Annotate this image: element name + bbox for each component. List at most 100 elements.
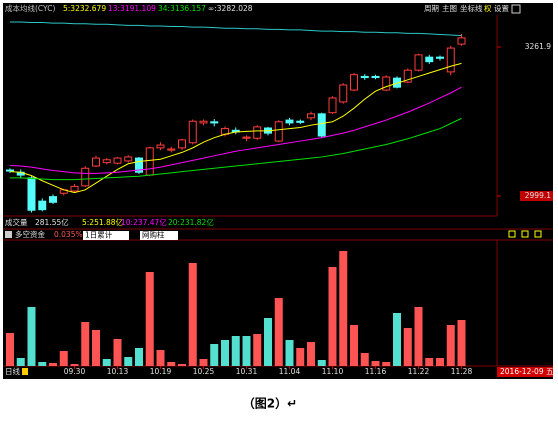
candle-body bbox=[360, 75, 369, 79]
volume-ma: 10:237.47亿 bbox=[121, 217, 167, 227]
x-tick-label: 10.13 bbox=[107, 367, 129, 376]
panel-button[interactable] bbox=[508, 230, 516, 238]
legend-entry: 13:3191.109 bbox=[108, 4, 156, 13]
candle-body bbox=[145, 147, 154, 176]
candle-body bbox=[135, 157, 143, 173]
bar bbox=[339, 251, 348, 366]
candle-body bbox=[253, 126, 262, 139]
bar bbox=[307, 342, 315, 366]
x-tick-label: 10.31 bbox=[236, 367, 258, 376]
candle-body bbox=[274, 121, 283, 142]
bar bbox=[393, 313, 401, 366]
bar bbox=[350, 325, 358, 366]
candle-body bbox=[328, 97, 337, 114]
candle-body bbox=[210, 121, 219, 124]
candle-body bbox=[38, 200, 47, 211]
x-tick-label: 11.10 bbox=[322, 367, 344, 376]
bar bbox=[124, 357, 133, 366]
bar bbox=[296, 348, 305, 366]
price-box bbox=[520, 191, 553, 202]
select-text[interactable]: 1日累计 bbox=[85, 230, 113, 240]
candle-body bbox=[167, 148, 176, 151]
legend-entry: 5:3232.679 bbox=[63, 4, 106, 13]
bar bbox=[92, 330, 100, 366]
candle-body bbox=[339, 84, 348, 103]
candle-body bbox=[199, 120, 208, 124]
date-label: 2016-12-09 五 bbox=[500, 367, 554, 376]
plot: 2999.1 3261.9 09.30 10.13 10.19 10.25 10.31 11.… bbox=[6, 21, 553, 376]
bar bbox=[27, 307, 36, 366]
candle-body bbox=[178, 139, 186, 149]
fund-pct: 0.035% bbox=[54, 230, 83, 239]
select[interactable] bbox=[140, 231, 178, 240]
bar bbox=[382, 362, 391, 366]
bar bbox=[371, 361, 380, 366]
bar bbox=[102, 359, 111, 366]
volume-total: 281.55亿 bbox=[35, 217, 69, 227]
candle-body bbox=[350, 74, 358, 91]
candle-body bbox=[156, 144, 165, 149]
candle-body bbox=[425, 56, 434, 63]
toolbar-item[interactable]: 周期 bbox=[424, 4, 439, 13]
candle-body bbox=[124, 156, 133, 162]
candle-body bbox=[307, 113, 315, 119]
bar bbox=[285, 340, 294, 366]
candle-body bbox=[92, 157, 100, 167]
panel-menu[interactable] bbox=[5, 231, 12, 238]
panel-title: 多空资金 bbox=[15, 229, 45, 239]
candle-body bbox=[296, 120, 305, 123]
volume-label: 成交量 bbox=[5, 217, 28, 227]
select-text[interactable]: 网购柱 bbox=[142, 230, 165, 240]
candle-body bbox=[317, 113, 326, 137]
candle-body bbox=[102, 159, 111, 164]
bar bbox=[178, 364, 186, 366]
x-tick-label: 11.28 bbox=[451, 367, 473, 376]
toolbar-item[interactable]: 主图 bbox=[442, 3, 457, 13]
ma-line bbox=[9, 62, 462, 194]
panel-button[interactable] bbox=[521, 230, 529, 238]
x-tick-label: 10.25 bbox=[193, 367, 215, 376]
select[interactable] bbox=[83, 231, 129, 240]
panel-button[interactable] bbox=[534, 230, 542, 238]
bar bbox=[145, 272, 154, 366]
toolbar-item[interactable]: 坐标线 bbox=[460, 3, 483, 13]
y-tick-label: 3261.9 bbox=[525, 42, 551, 51]
bar bbox=[360, 353, 369, 366]
volume-ma: 20:231.82亿 bbox=[168, 217, 214, 227]
legend-entry: 34:3136.157 bbox=[158, 4, 206, 13]
candle-body bbox=[49, 196, 57, 203]
bar bbox=[253, 334, 262, 366]
bar bbox=[264, 318, 272, 366]
bar bbox=[135, 348, 143, 366]
bar bbox=[59, 351, 68, 366]
candle-body bbox=[6, 169, 14, 172]
bar bbox=[436, 358, 444, 366]
bar bbox=[328, 267, 337, 366]
bar bbox=[425, 358, 434, 366]
x-tick-label: 11.04 bbox=[279, 367, 301, 376]
candle-body bbox=[382, 76, 391, 91]
toolbar-item[interactable]: 设置 bbox=[494, 3, 509, 13]
window-button[interactable] bbox=[511, 4, 521, 14]
date-box bbox=[497, 367, 553, 377]
bar bbox=[113, 339, 122, 366]
candle-body bbox=[285, 119, 294, 124]
toolbar-item[interactable]: 权 bbox=[484, 3, 492, 13]
bar bbox=[156, 350, 165, 366]
period-icon[interactable] bbox=[22, 368, 28, 375]
candle-body bbox=[81, 167, 90, 187]
bar bbox=[188, 263, 197, 366]
bar bbox=[457, 320, 466, 366]
x-tick-label: 10.19 bbox=[150, 367, 172, 376]
bar bbox=[199, 359, 208, 366]
candle-body bbox=[446, 47, 455, 73]
ma-line bbox=[10, 117, 462, 181]
legend-entry: ∞:3282.028 bbox=[208, 4, 253, 13]
candle-body bbox=[403, 69, 412, 83]
ma-line bbox=[9, 86, 462, 174]
bar bbox=[242, 336, 251, 366]
chart-title: 成本均线(CYC) bbox=[5, 3, 55, 13]
y-tick-label: 2999.1 bbox=[525, 191, 551, 200]
candle-body bbox=[436, 56, 444, 59]
